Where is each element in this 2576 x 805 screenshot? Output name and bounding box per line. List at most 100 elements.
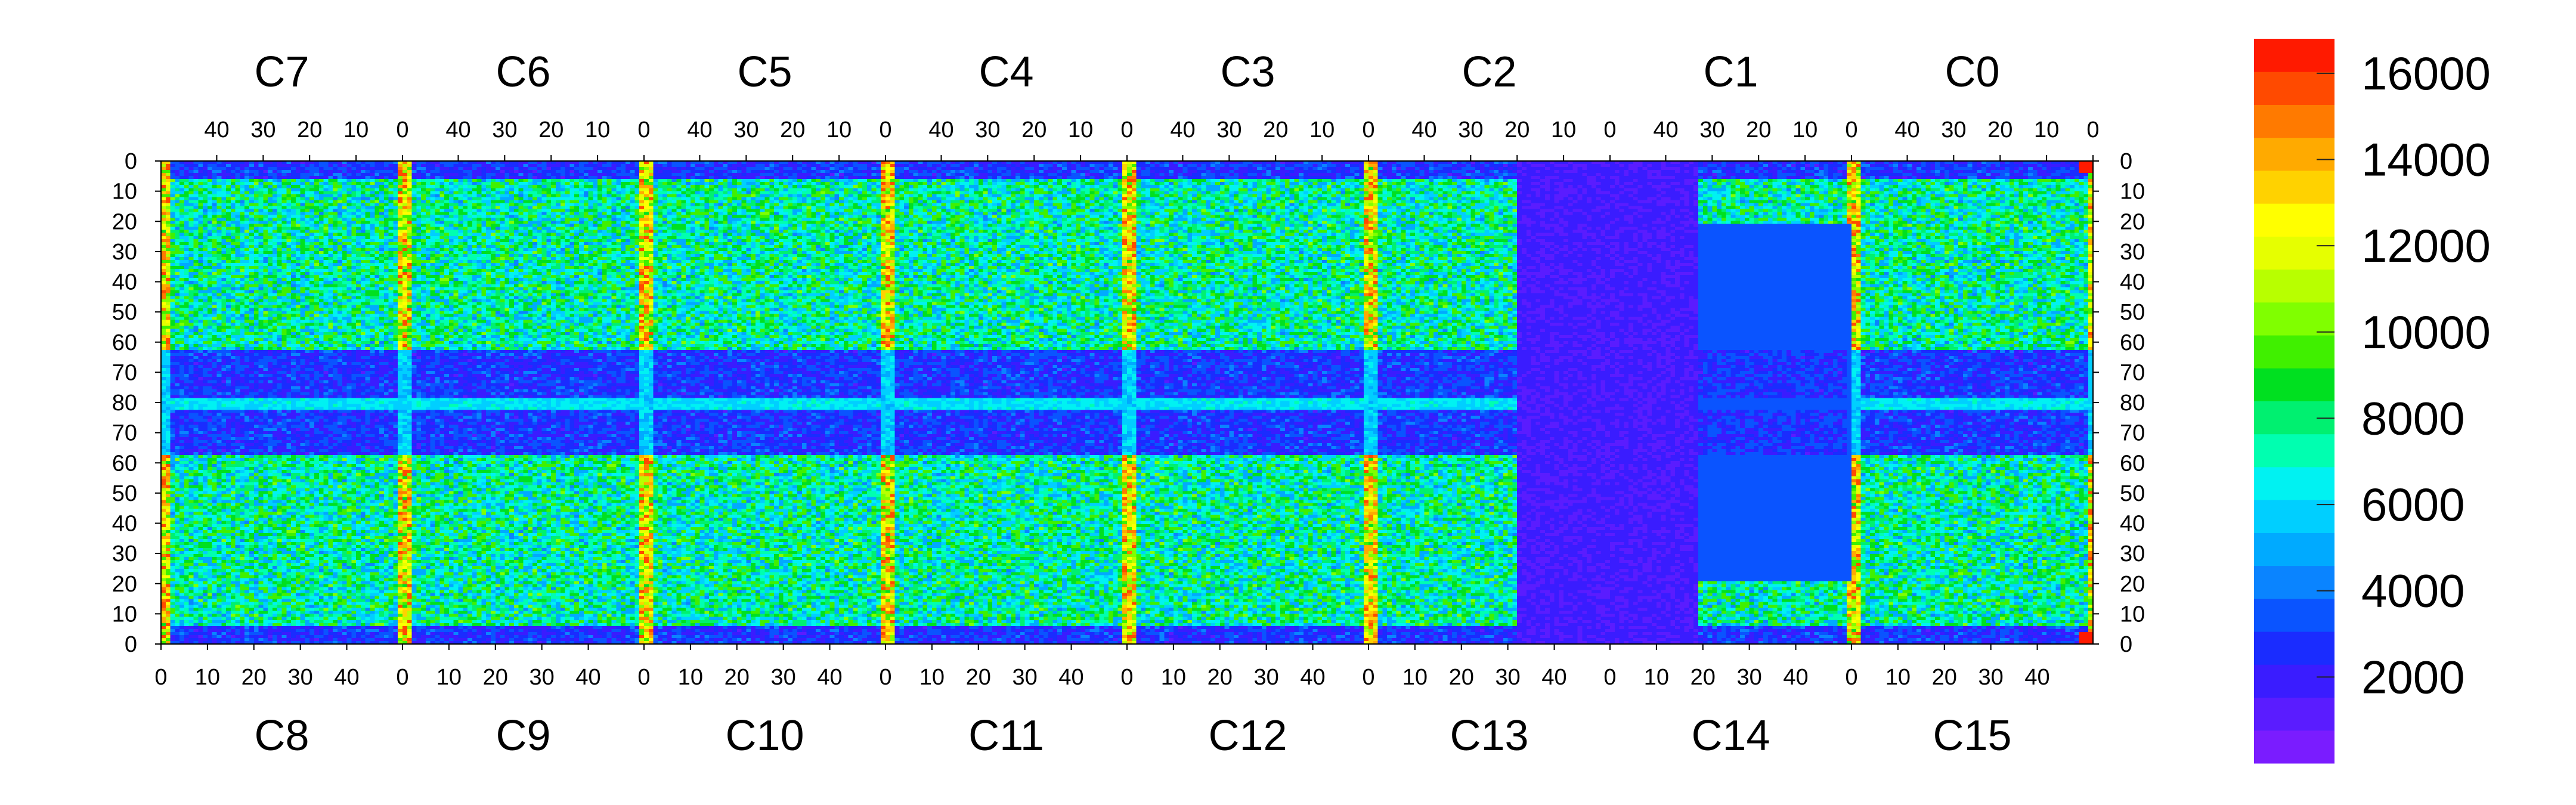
top-tick-label: 40 xyxy=(687,117,712,143)
bottom-tick-label: 10 xyxy=(1402,665,1428,690)
top-tick-label: 0 xyxy=(1845,117,1857,143)
bottom-tick-label: 40 xyxy=(334,665,359,690)
top-tick-label: 30 xyxy=(1699,117,1724,143)
chip-label-bottom: C14 xyxy=(1691,712,1770,760)
right-tick-label: 40 xyxy=(2120,270,2145,295)
right-tick-label: 0 xyxy=(2120,149,2132,174)
right-tick-label: 50 xyxy=(2120,300,2145,325)
top-tick-label: 20 xyxy=(297,117,322,143)
colorbar-step xyxy=(2254,664,2334,698)
chip-label-bottom: C11 xyxy=(968,712,1044,760)
left-tick-label: 30 xyxy=(112,541,137,566)
left-tick-label: 40 xyxy=(112,270,137,295)
colorbar-step xyxy=(2254,302,2334,336)
colorbar-step xyxy=(2254,466,2334,500)
top-tick-label: 20 xyxy=(1987,117,2012,143)
top-tick-label: 10 xyxy=(826,117,852,143)
top-tick-label: 0 xyxy=(396,117,408,143)
top-tick-label: 20 xyxy=(1504,117,1530,143)
top-tick-label: 0 xyxy=(1120,117,1133,143)
bottom-tick-label: 40 xyxy=(1541,665,1566,690)
colorbar-tick-label: 14000 xyxy=(2361,134,2491,186)
right-tick-label: 60 xyxy=(2120,451,2145,476)
chip-label-bottom: C8 xyxy=(254,712,309,760)
colorbar-step xyxy=(2254,631,2334,665)
right-tick-label: 70 xyxy=(2120,360,2145,385)
colorbar-step xyxy=(2254,368,2334,401)
bottom-tick-label: 30 xyxy=(771,665,796,690)
bottom-axis-ticks: 0 10 20 30 40 0 10 20 30 40 0 10 20 30 40 0 10 20 30 40 0 10 2… xyxy=(154,644,2050,690)
left-tick-label: 50 xyxy=(112,300,137,325)
bottom-tick-label: 10 xyxy=(678,665,703,690)
bottom-tick-label: 20 xyxy=(1690,665,1716,690)
bottom-chip-labels: C8 C9 C10 C11 C12 C13 C14 C15 xyxy=(254,712,2011,760)
colorbar-ticks: 2000 4000 6000 8000 10000 12000 14000 16000 xyxy=(2317,47,2491,703)
top-tick-label: 10 xyxy=(1068,117,1093,143)
left-tick-label: 0 xyxy=(125,149,137,174)
colorbar-step xyxy=(2254,401,2334,435)
colorbar-tick-label: 16000 xyxy=(2361,47,2491,100)
right-tick-label: 70 xyxy=(2120,421,2145,446)
chip-label-top: C4 xyxy=(979,48,1033,96)
plot-frame xyxy=(160,160,2094,645)
left-tick-label: 70 xyxy=(112,360,137,385)
right-tick-label: 50 xyxy=(2120,481,2145,506)
top-tick-label: 20 xyxy=(780,117,805,143)
bottom-tick-label: 0 xyxy=(1603,665,1616,690)
bottom-tick-label: 20 xyxy=(1208,665,1233,690)
right-tick-label: 80 xyxy=(2120,391,2145,416)
chip-label-top: C0 xyxy=(1945,48,1999,96)
colorbar-tick-label: 10000 xyxy=(2361,306,2491,358)
top-tick-label: 10 xyxy=(1792,117,1818,143)
colorbar-tick-label: 8000 xyxy=(2361,392,2465,444)
colorbar-step xyxy=(2254,39,2334,72)
bottom-tick-label: 0 xyxy=(1120,665,1133,690)
top-tick-label: 40 xyxy=(204,117,229,143)
chip-label-top: C7 xyxy=(254,48,309,96)
bottom-tick-label: 10 xyxy=(1161,665,1186,690)
right-tick-label: 40 xyxy=(2120,512,2145,537)
top-tick-label: 0 xyxy=(1603,117,1616,143)
right-tick-label: 10 xyxy=(2120,602,2145,627)
colorbar-step xyxy=(2254,598,2334,632)
colorbar-step xyxy=(2254,269,2334,303)
bottom-tick-label: 30 xyxy=(288,665,313,690)
chip-label-top: C2 xyxy=(1462,48,1516,96)
bottom-tick-label: 0 xyxy=(396,665,408,690)
top-tick-label: 30 xyxy=(733,117,758,143)
right-tick-label: 0 xyxy=(2120,632,2132,657)
right-axis-ticks: 0 10 20 30 40 50 60 70 80 70 60 50 40 30 20 10 0 xyxy=(2093,149,2145,657)
left-tick-label: 60 xyxy=(112,330,137,355)
top-tick-label: 20 xyxy=(1021,117,1046,143)
chip-label-bottom: C13 xyxy=(1450,712,1528,760)
colorbar-step xyxy=(2254,532,2334,566)
top-tick-label: 10 xyxy=(2034,117,2059,143)
left-tick-label: 30 xyxy=(112,240,137,265)
bottom-tick-label: 0 xyxy=(154,665,167,690)
heatmap-plot-area xyxy=(161,161,2093,644)
chip-label-bottom: C15 xyxy=(1933,712,2011,760)
bottom-tick-label: 40 xyxy=(2024,665,2049,690)
right-tick-label: 20 xyxy=(2120,209,2145,234)
chip-label-top: C5 xyxy=(737,48,792,96)
top-tick-label: 30 xyxy=(250,117,275,143)
top-tick-label: 30 xyxy=(975,117,1000,143)
top-tick-label: 30 xyxy=(1216,117,1241,143)
bottom-tick-label: 40 xyxy=(1058,665,1083,690)
left-tick-label: 50 xyxy=(112,481,137,506)
left-tick-label: 10 xyxy=(112,179,137,205)
colorbar-step xyxy=(2254,170,2334,204)
top-tick-label: 40 xyxy=(1653,117,1678,143)
bottom-tick-label: 10 xyxy=(436,665,462,690)
colorbar-step xyxy=(2254,500,2334,533)
bottom-tick-label: 20 xyxy=(1932,665,1957,690)
bottom-tick-label: 40 xyxy=(1783,665,1808,690)
left-tick-label: 60 xyxy=(112,451,137,476)
top-tick-label: 30 xyxy=(1458,117,1483,143)
bottom-tick-label: 30 xyxy=(1254,665,1279,690)
right-tick-label: 10 xyxy=(2120,179,2145,205)
colorbar-step xyxy=(2254,730,2334,764)
colorbar-tick-label: 4000 xyxy=(2361,565,2465,617)
top-tick-label: 40 xyxy=(928,117,953,143)
